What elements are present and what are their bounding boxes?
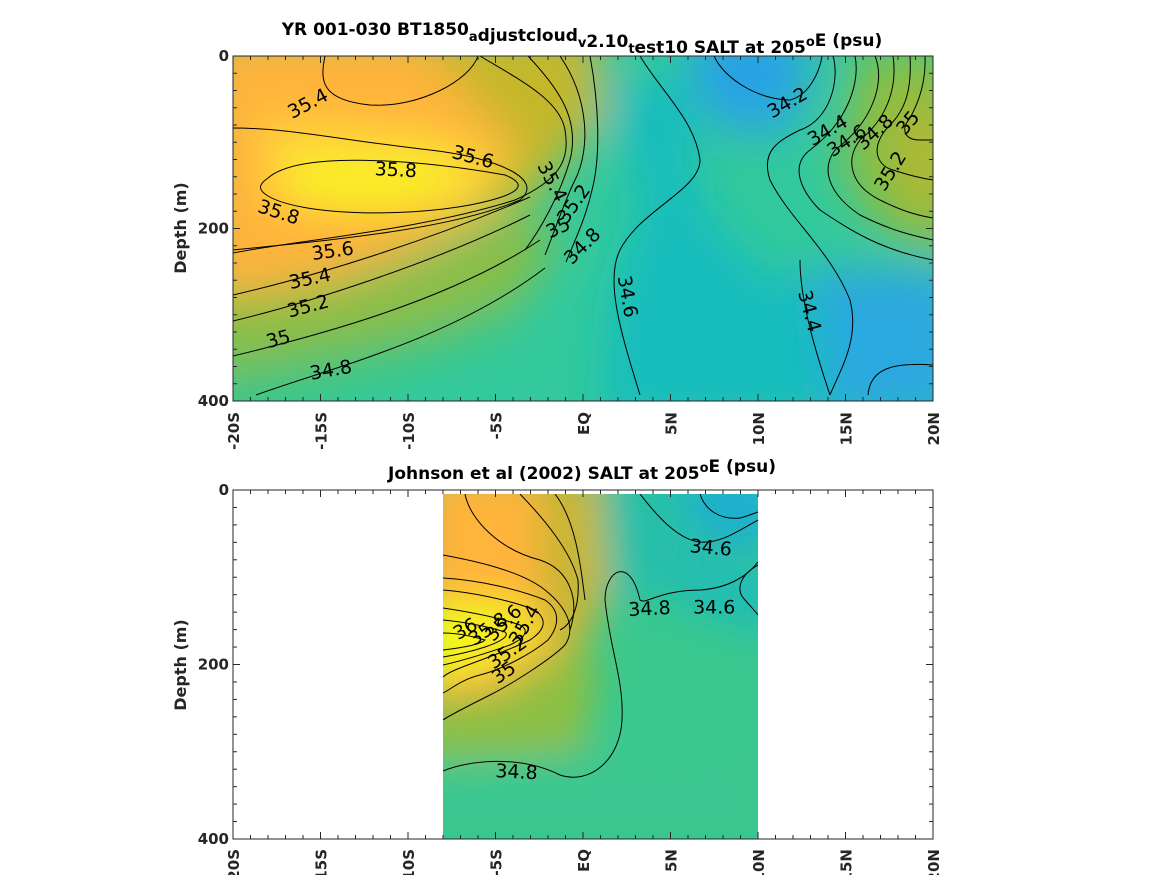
y-tick-label: 400 (198, 392, 229, 410)
y-tick-label: 200 (198, 656, 229, 674)
y-axis-label-top: Depth (m) (171, 182, 190, 274)
contours-bottom (443, 494, 758, 778)
x-tick-label: -20S (225, 849, 243, 875)
x-tick-label: 20N (925, 849, 943, 875)
title-text: E (psu) (709, 457, 776, 477)
title-text: est10 SALT at 205 (635, 38, 806, 58)
title-text: Johnson et al (2002) SALT at 205 (387, 464, 700, 484)
x-tick-label: -10S (400, 412, 418, 450)
title-subscript: t (628, 42, 634, 57)
x-tick-label: -15S (313, 849, 331, 875)
title-subscript: a (469, 30, 478, 45)
contour-label: 34.6 (693, 596, 735, 618)
x-tick-label: EQ (575, 412, 593, 435)
title-text: E (psu) (815, 31, 882, 51)
y-tick-label: 0 (219, 47, 229, 65)
x-tick-label: 10N (750, 412, 768, 445)
x-tick-label: 5N (663, 849, 681, 872)
title-text: YR 001-030 BT1850 (281, 20, 469, 40)
chart-title-bottom: Johnson et al (2002) SALT at 205oE (psu) (387, 457, 776, 484)
contour-label: 35.8 (374, 158, 417, 182)
x-tick-label: 15N (838, 849, 856, 875)
title-subscript: v (578, 36, 587, 51)
panel-johnson: Johnson et al (2002) SALT at 205oE (psu) (171, 457, 943, 875)
contour-label: 34.6 (689, 535, 733, 561)
y-axis-label-top-wrap: Depth (m) (171, 182, 190, 274)
x-tick-label: -5S (488, 849, 506, 875)
y-axis-label-bottom: Depth (m) (171, 619, 190, 711)
y-tick-label: 0 (219, 481, 229, 499)
x-tick-label: -5S (488, 412, 506, 439)
title-superscript: o (806, 35, 815, 50)
axis-ticks-top: -20S -15S -10S -5S EQ 5N 10N 15N 20N 0 200 400 (198, 47, 943, 450)
y-tick-label: 400 (198, 830, 229, 848)
x-tick-label: -10S (400, 849, 418, 875)
title-text: djustcloud (478, 26, 578, 46)
contour-label: 34.8 (495, 760, 538, 784)
contours-top (233, 56, 933, 396)
x-tick-label: EQ (575, 849, 593, 872)
x-tick-label: 20N (925, 412, 943, 445)
y-tick-label: 200 (198, 220, 229, 238)
x-tick-label: -20S (225, 412, 243, 450)
x-tick-label: 15N (838, 412, 856, 445)
panel-model: YR 001-030 BT1850adjustcloudv2.10test10 … (171, 20, 943, 450)
x-tick-label: -15S (313, 412, 331, 450)
axis-ticks-bottom: -20S -15S -10S -5S EQ 5N 10N 15N 20N 0 200 400 (198, 481, 943, 875)
chart-title-top: YR 001-030 BT1850adjustcloudv2.10test10 … (281, 20, 882, 58)
x-tick-label: 5N (663, 412, 681, 435)
title-text: 2.10 (586, 32, 628, 52)
contour-label: 34.8 (628, 597, 671, 621)
title-superscript: o (700, 461, 709, 476)
y-axis-label-bottom-wrap: Depth (m) (171, 619, 190, 711)
x-tick-label: 10N (750, 849, 768, 875)
